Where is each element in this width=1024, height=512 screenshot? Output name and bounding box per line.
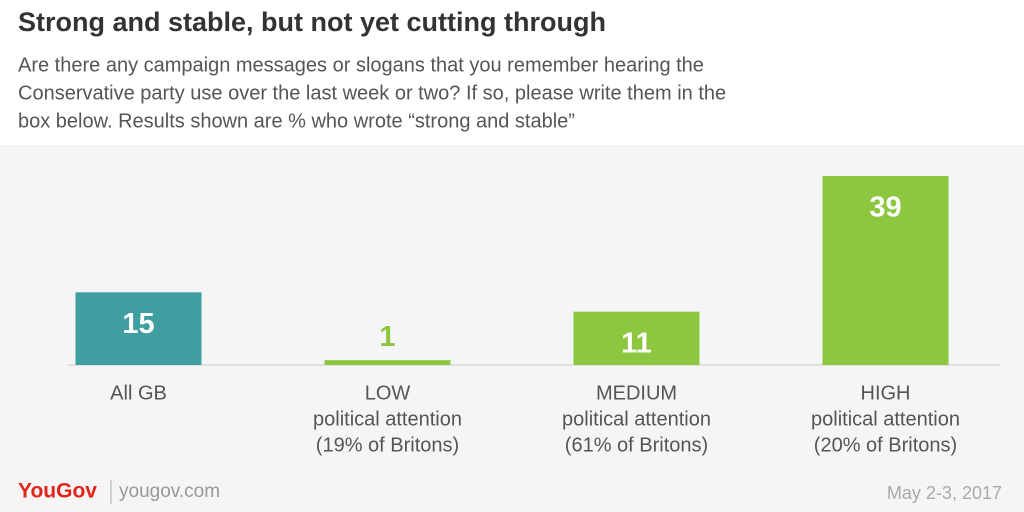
x-tick-label: LOW <box>365 382 411 404</box>
x-tick-label: political attention <box>562 408 711 430</box>
x-tick-label: MEDIUM <box>596 382 677 404</box>
value-label: 39 <box>869 192 901 224</box>
value-label: 15 <box>122 308 154 340</box>
value-label: 11 <box>621 327 652 359</box>
subtitle-line: Are there any campaign messages or sloga… <box>18 54 704 76</box>
subtitle-line: box below. Results shown are % who wrote… <box>18 110 575 132</box>
subtitle-line: Conservative party use over the last wee… <box>18 82 726 104</box>
chart-title: Strong and stable, but not yet cutting t… <box>18 7 606 37</box>
x-tick-label: All GB <box>110 382 167 404</box>
value-label: 1 <box>379 321 395 353</box>
x-tick-label: (20% of Britons) <box>814 434 957 456</box>
brand-logo: YouGov <box>18 480 97 503</box>
x-tick-label: HIGH <box>861 382 911 404</box>
date: May 2-3, 2017 <box>887 483 1002 503</box>
website: yougov.com <box>119 481 220 502</box>
bar <box>573 311 700 365</box>
bar <box>75 292 202 365</box>
x-tick-label: (61% of Britons) <box>565 434 708 456</box>
x-tick-label: political attention <box>811 408 960 430</box>
bar <box>324 360 451 365</box>
bar <box>822 176 949 365</box>
x-tick-label: (19% of Britons) <box>316 434 459 456</box>
x-tick-label: political attention <box>313 408 462 430</box>
